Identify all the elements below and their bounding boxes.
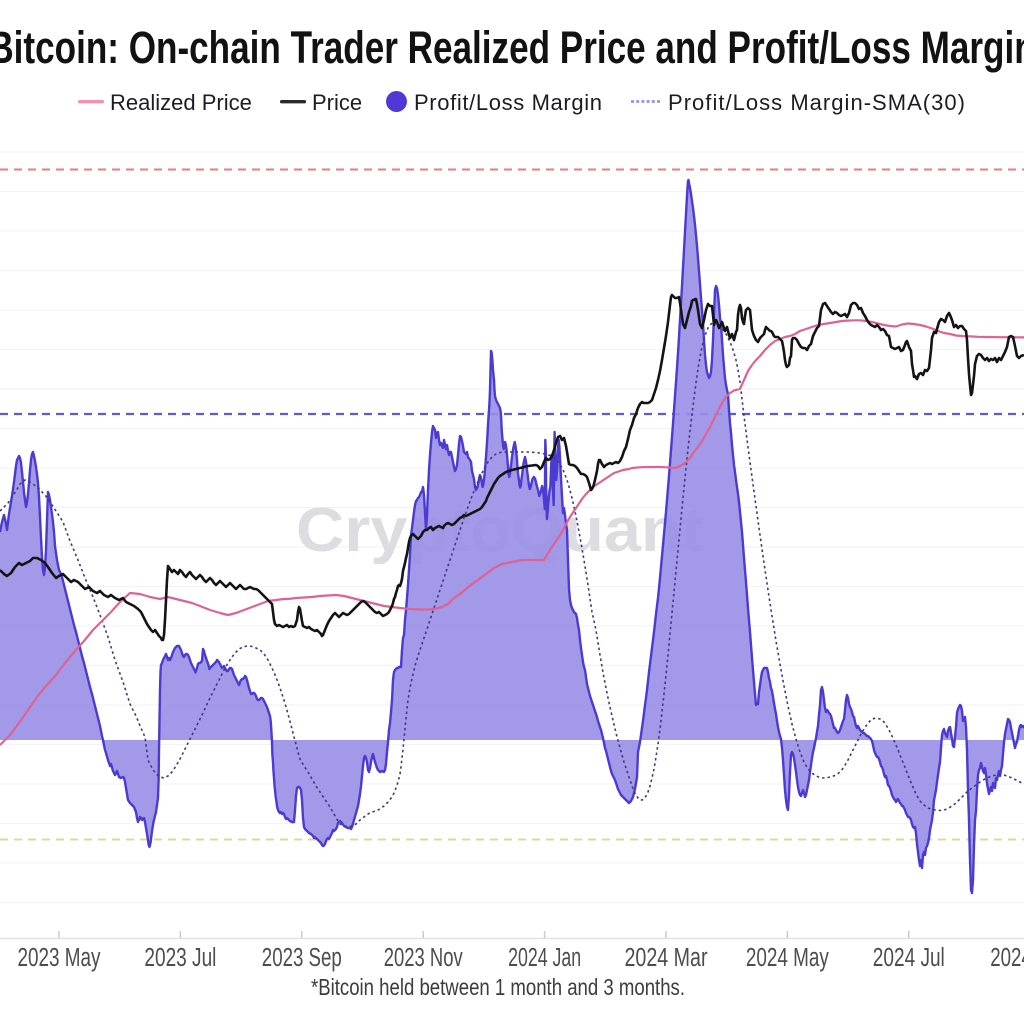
svg-text:2023 Jul: 2023 Jul	[144, 944, 216, 972]
svg-text:2024 May: 2024 May	[746, 944, 829, 972]
svg-text:Profit/Loss Margin-SMA(30): Profit/Loss Margin-SMA(30)	[668, 90, 965, 115]
svg-text:2023 May: 2023 May	[18, 944, 101, 972]
svg-text:2024 Jan: 2024 Jan	[508, 944, 581, 972]
svg-text:Realized Price: Realized Price	[110, 90, 252, 115]
svg-text:*Bitcoin held between 1 month: *Bitcoin held between 1 month and 3 mont…	[311, 974, 685, 1000]
svg-text:2024 Sep: 2024 Sep	[990, 944, 1024, 972]
svg-text:Profit/Loss Margin: Profit/Loss Margin	[414, 90, 602, 115]
svg-text:2024 Mar: 2024 Mar	[625, 944, 708, 972]
svg-text:2024 Jul: 2024 Jul	[873, 944, 945, 972]
svg-text:2023 Sep: 2023 Sep	[262, 944, 342, 972]
svg-text:2023 Nov: 2023 Nov	[384, 944, 463, 972]
svg-text:Price: Price	[312, 90, 362, 115]
